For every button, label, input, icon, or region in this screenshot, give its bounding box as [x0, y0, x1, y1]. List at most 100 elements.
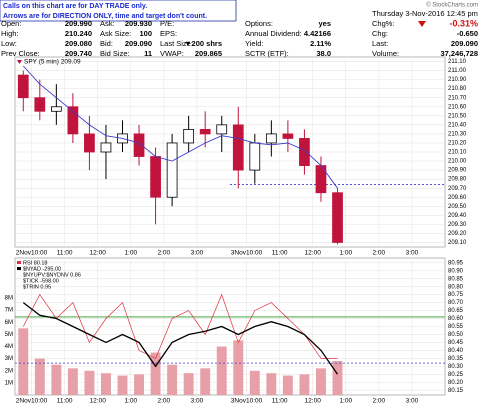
field-label: Volume: — [372, 49, 399, 58]
field-value: 209.090 — [451, 39, 478, 48]
volume-bar — [183, 373, 194, 395]
field-label: Low: — [1, 39, 17, 48]
field-label: Open: — [1, 19, 21, 28]
y-tick-label: 80.15 — [448, 388, 464, 394]
y-tick-label: 210.10 — [448, 150, 467, 156]
volume-bar — [134, 374, 144, 395]
y-tick-label: 80.50 — [448, 332, 464, 338]
candle-body — [282, 133, 294, 139]
volume-tick-label: 5M — [5, 332, 13, 338]
volume-bar — [316, 368, 326, 395]
y-tick-label: 210.30 — [448, 131, 467, 137]
field-value: yes — [318, 19, 331, 28]
x-tick-label: 2:00 — [158, 398, 171, 405]
x-tick-label: 12:00 — [305, 398, 322, 405]
y-tick-label: 210.20 — [448, 141, 467, 147]
volume-bar — [18, 328, 29, 395]
volume-bar — [282, 375, 293, 395]
legend-swatch — [17, 267, 21, 270]
candle-body — [150, 156, 161, 198]
field-value: 38.0 — [316, 49, 331, 58]
volume-bar — [167, 364, 178, 395]
y-tick-label: 80.40 — [448, 348, 464, 354]
y-tick-label: 210.50 — [448, 113, 467, 119]
x-tick-label: 2Nov10:00 — [16, 398, 48, 405]
y-tick-label: 80.70 — [448, 300, 464, 306]
volume-bar — [150, 352, 161, 395]
volume-tick-label: 6M — [5, 320, 13, 326]
field-label: Options: — [245, 19, 273, 28]
candle-body — [50, 106, 62, 112]
field-label: Yield: — [245, 39, 263, 48]
y-tick-label: 80.75 — [448, 292, 464, 298]
x-tick-label: 12:00 — [90, 250, 107, 257]
y-tick-label: 210.60 — [448, 104, 467, 110]
field-label: Last: — [372, 39, 388, 48]
y-tick-label: 80.85 — [448, 276, 464, 282]
legend-entry: $NYAD -295.00 — [23, 266, 61, 272]
x-tick-label: 1:00 — [339, 398, 352, 405]
field-label: Chg%: — [372, 19, 395, 28]
y-tick-label: 209.40 — [448, 213, 467, 219]
y-tick-label: 210.80 — [448, 86, 467, 92]
field-label: P/E: — [160, 19, 174, 28]
change-arrow — [418, 21, 426, 27]
candle-body — [166, 142, 178, 198]
volume-bar — [332, 361, 343, 395]
candle-body — [332, 192, 343, 243]
x-tick-label: 3Nov10:00 — [231, 398, 263, 405]
field-value: 100 — [139, 29, 152, 38]
y-tick-label: 209.60 — [448, 195, 467, 201]
candle-body — [133, 133, 145, 157]
volume-bar — [117, 375, 128, 395]
x-tick-label: 3:00 — [406, 250, 419, 257]
y-tick-label: 80.45 — [448, 340, 464, 346]
volume-bar — [101, 373, 111, 395]
volume-tick-label: 2M — [5, 368, 13, 374]
y-tick-label: 210.90 — [448, 77, 467, 83]
field-value: -0.650 — [457, 29, 478, 38]
x-tick-label: 2:00 — [373, 398, 386, 405]
y-tick-label: 209.10 — [448, 240, 467, 246]
field-value: 209.990 — [65, 19, 92, 28]
copyright: © StockCharts.com — [426, 2, 478, 9]
legend-entry: RSI 80.18 — [23, 260, 47, 266]
x-tick-label: 2:00 — [158, 250, 171, 257]
volume-bar — [200, 368, 211, 395]
x-tick-label: 12:00 — [305, 250, 322, 257]
notice-line: Calls on this chart are for DAY TRADE on… — [3, 3, 147, 10]
field-label: Prev Close: — [1, 49, 40, 58]
field-label: Bid Size: — [100, 49, 130, 58]
volume-tick-label: 1M — [5, 380, 13, 386]
volume-bar — [249, 370, 260, 395]
candle-body — [216, 124, 228, 135]
y-tick-label: 80.80 — [448, 284, 464, 290]
x-tick-label: 3:00 — [406, 398, 419, 405]
legend-entry: $TRIN 0.95 — [23, 284, 51, 290]
volume-bar — [266, 373, 277, 395]
field-value: 209.090 — [125, 39, 152, 48]
x-tick-label: 11:00 — [272, 398, 288, 405]
x-tick-label: 3:00 — [191, 398, 204, 405]
volume-bar — [51, 364, 62, 395]
volume-tick-label: 4M — [5, 344, 13, 350]
volume-bar — [233, 340, 244, 395]
x-tick-label: 11:00 — [272, 250, 288, 257]
y-tick-label: 209.20 — [448, 231, 467, 237]
field-value: 209.930 — [125, 19, 152, 28]
field-value: ▼200 shrs — [184, 39, 222, 48]
legend-entry: $NYUPV:$NYDNV 0.86 — [23, 272, 81, 278]
y-tick-label: 80.90 — [448, 268, 464, 274]
x-tick-label: 3Nov10:00 — [231, 250, 263, 257]
volume-bar — [299, 374, 310, 395]
field-label: VWAP: — [160, 49, 184, 58]
y-tick-label: 80.35 — [448, 356, 464, 362]
field-value: 37,246,728 — [440, 49, 478, 58]
legend-swatch — [17, 60, 22, 64]
indicator-line — [22, 302, 339, 375]
x-tick-label: 2Nov10:00 — [16, 250, 48, 257]
field-label: EPS: — [160, 29, 177, 38]
volume-bar — [67, 368, 78, 395]
volume-bar — [84, 370, 95, 395]
